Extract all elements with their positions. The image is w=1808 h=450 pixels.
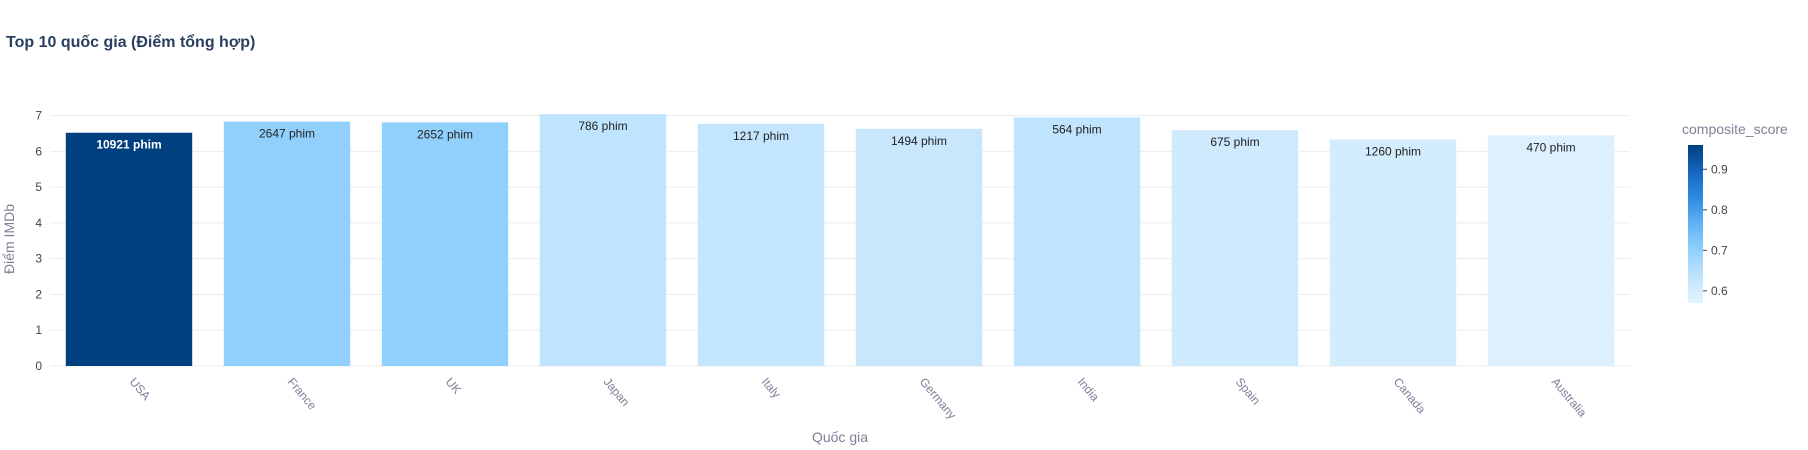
x-tick-label: UK <box>443 375 464 397</box>
y-tick-label: 1 <box>35 323 42 337</box>
y-axis-ticks: 0 1 2 3 4 5 6 7 <box>35 109 42 373</box>
x-tick-label: Italy <box>759 375 784 401</box>
bars: 10921 phim 2647 phim 2652 phim 786 phim 1217… <box>65 114 1615 367</box>
x-tick-label: USA <box>127 375 154 403</box>
colorbar-tick-label: 0.6 <box>1711 284 1728 298</box>
bar-data-label: 2652 phim <box>417 127 473 141</box>
colorbar-title: composite_score <box>1682 121 1788 137</box>
bar <box>1171 130 1299 366</box>
bar-data-label: 10921 phim <box>96 138 161 152</box>
y-tick-label: 4 <box>35 216 42 230</box>
bar <box>539 114 667 366</box>
y-tick-label: 5 <box>35 180 42 194</box>
bar-data-label: 470 phim <box>1526 140 1575 154</box>
x-axis-title: Quốc gia <box>812 429 868 445</box>
y-tick-label: 6 <box>35 144 42 158</box>
bar-data-label: 1494 phim <box>891 134 947 148</box>
bar-data-label: 564 phim <box>1052 122 1101 136</box>
bar-data-label: 1260 phim <box>1365 145 1421 159</box>
bar <box>223 121 351 367</box>
x-tick-label: Spain <box>1233 375 1263 408</box>
y-axis-title: Điểm IMDb <box>1 204 17 274</box>
colorbar: composite_score 0.9 0.8 0.7 0.6 <box>1682 121 1788 303</box>
bar <box>1329 139 1457 366</box>
bar-data-label: 2647 phim <box>259 127 315 141</box>
bar <box>1487 135 1615 366</box>
x-tick-label: France <box>285 375 320 413</box>
y-tick-label: 0 <box>35 359 42 373</box>
x-tick-label: Australia <box>1549 375 1590 420</box>
x-tick-label: Japan <box>601 375 633 409</box>
bar-data-label: 1217 phim <box>733 129 789 143</box>
y-tick-label: 3 <box>35 252 42 266</box>
bar <box>65 132 193 366</box>
bar-data-label: 675 phim <box>1210 135 1259 149</box>
bar-data-label: 786 phim <box>578 119 627 133</box>
y-tick-label: 7 <box>35 109 42 123</box>
colorbar-tick-label: 0.8 <box>1711 203 1728 217</box>
x-axis-ticks: USA France UK Japan Italy Germany India Spain Ca… <box>127 375 1590 422</box>
x-tick-label: Germany <box>917 375 959 422</box>
chart-title: Top 10 quốc gia (Điểm tổng hợp) <box>6 34 256 51</box>
y-tick-label: 2 <box>35 287 42 301</box>
x-tick-label: Canada <box>1391 375 1429 416</box>
x-tick-label: India <box>1075 375 1103 404</box>
bar <box>697 123 825 366</box>
bar <box>381 122 509 366</box>
bar <box>855 128 983 366</box>
colorbar-gradient <box>1688 145 1703 303</box>
colorbar-tick-label: 0.9 <box>1711 162 1728 176</box>
colorbar-tick-label: 0.7 <box>1711 243 1728 257</box>
bar <box>1013 117 1141 366</box>
